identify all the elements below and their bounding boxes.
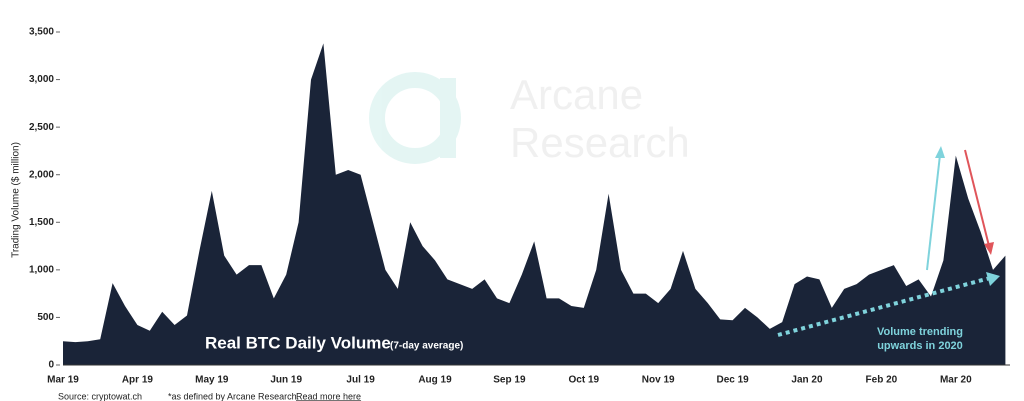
x-tick-label: Apr 19 <box>122 375 154 386</box>
chart-subtitle: (7-day average) <box>390 341 463 352</box>
overlay: Real BTC Daily Volume (7-day average) Vo… <box>205 146 1000 352</box>
x-tick-label: Jun 19 <box>270 375 302 386</box>
footnote: *as defined by Arcane Research. <box>168 391 299 401</box>
x-tick-label: Nov 19 <box>642 375 675 386</box>
y-tick-label: 500 <box>37 312 54 323</box>
chart-title: Real BTC Daily Volume <box>205 333 391 352</box>
y-tick-label: 3,000 <box>29 74 54 85</box>
y-axis-label: Trading Volume ($ million) <box>11 142 22 258</box>
trend-arrow-head <box>986 272 1000 286</box>
watermark-text: Research <box>510 119 690 166</box>
y-tick-label: 2,500 <box>29 122 54 133</box>
down-arrow <box>964 149 990 247</box>
y-tick-label: 1,000 <box>29 264 54 275</box>
watermark-text: Arcane <box>510 71 643 118</box>
x-tick-label: Jan 20 <box>791 375 823 386</box>
watermark: Arcane Research <box>369 71 690 166</box>
footnote-link[interactable]: Read more here <box>296 391 361 401</box>
x-tick-label: Aug 19 <box>418 375 452 386</box>
source: Source: cryptowat.ch <box>58 391 142 401</box>
x-tick-label: Dec 19 <box>716 375 749 386</box>
x-tick-label: Jul 19 <box>346 375 375 386</box>
annotation: Volume trending <box>877 326 963 338</box>
x-tick-label: Feb 20 <box>866 375 898 386</box>
down-arrow-head <box>984 242 994 255</box>
watermark-logo <box>369 72 461 164</box>
annotation: upwards in 2020 <box>877 340 963 352</box>
y-tick-label: 0 <box>48 360 54 371</box>
y-tick-label: 3,500 <box>29 27 54 38</box>
area <box>63 43 1006 365</box>
x-tick-label: Mar 20 <box>940 375 972 386</box>
y-tick-label: 2,000 <box>29 169 54 180</box>
watermark-logo <box>440 78 456 158</box>
up-arrow <box>926 154 941 271</box>
up-arrow-head <box>935 146 945 158</box>
x-tick-label: Sep 19 <box>493 375 526 386</box>
x-tick-label: Mar 19 <box>47 375 79 386</box>
plot: 0 500 1,000 1,500 2,000 2,500 3,000 3,500 Mar 19… <box>29 27 1010 386</box>
x-tick-label: Oct 19 <box>569 375 600 386</box>
x-tick-label: May 19 <box>195 375 229 386</box>
y-tick-label: 1,500 <box>29 217 54 228</box>
